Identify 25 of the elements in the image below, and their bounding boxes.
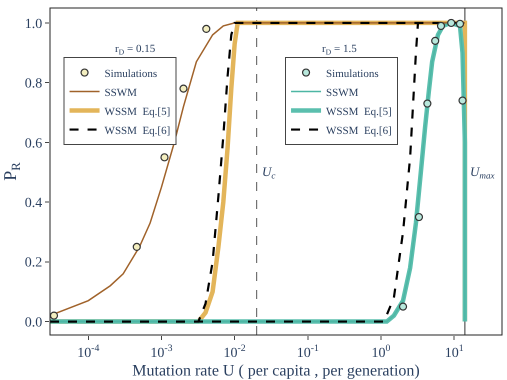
y-tick-label: 1.0	[24, 16, 42, 32]
annotation: r$_{D}$ = 0.15	[115, 43, 156, 56]
x-tick-label: 10$^{-2}$	[224, 342, 246, 361]
legend-label: WSSM Eq.[5]	[326, 106, 392, 118]
y-tick-label: 0.2	[24, 256, 42, 271]
legend-label: WSSM Eq.[6]	[104, 124, 170, 137]
y-tick-label: 0.4	[24, 196, 42, 212]
legend-label: WSSM Eq.[6]	[326, 124, 392, 137]
legend-label: Simulations	[326, 68, 379, 80]
legend-label: WSSM Eq.[5]	[104, 106, 170, 118]
y-tick-label: 0.8	[24, 76, 42, 92]
legend-label: SSWM	[326, 86, 359, 99]
y-tick-label: 0.6	[24, 136, 42, 152]
x-tick-label: 10$^{0}$	[372, 342, 391, 361]
x-tick-label: 10$^{1}$	[444, 342, 464, 361]
x-axis-title: Mutation rate U ( per capita , per generation)	[132, 362, 420, 380]
ref-line-label: U$_{max}$	[470, 164, 495, 181]
x-tick-label: 10$^{-3}$	[150, 342, 173, 361]
x-tick-label: 10$^{-4}$	[77, 342, 100, 361]
legend-label: SSWM	[104, 86, 138, 99]
y-tick-label: 0.0	[24, 315, 42, 330]
annotation: r$_{D}$ = 1.5	[322, 43, 358, 56]
ref-line-label: U$_{c}$	[262, 164, 276, 181]
legend-label: Simulations	[104, 68, 158, 80]
x-tick-label: 10$^{-1}$	[296, 342, 319, 361]
